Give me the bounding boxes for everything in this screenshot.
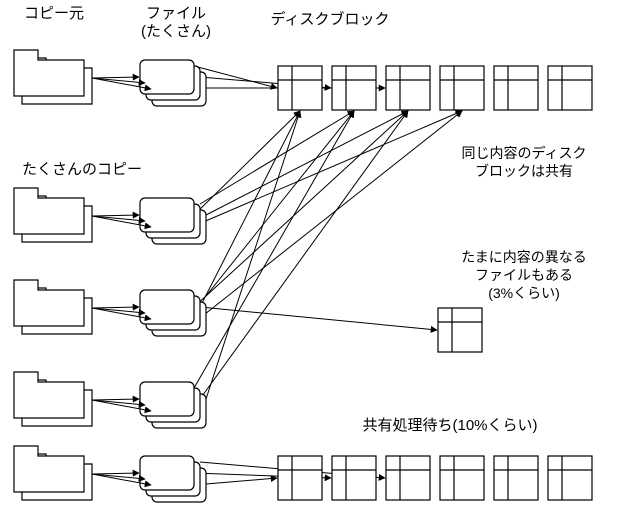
disk-block-icon [332, 456, 376, 500]
arrow [92, 216, 145, 221]
disk-block-icon [386, 66, 430, 110]
label-diff-line2: ファイルもある [475, 267, 573, 283]
arrow [92, 399, 139, 400]
label-shared-line2: ブロックは共有 [475, 163, 573, 179]
diagram-canvas: コピー元 ファイル (たくさん) ディスクブロック たくさんのコピー 同じ内容の… [0, 0, 631, 507]
disk-block-icon [332, 66, 376, 110]
folder-icon [14, 372, 84, 418]
folder-icon [14, 50, 84, 96]
arrow [200, 111, 462, 318]
disk-block-icon [494, 66, 538, 110]
label-shared-line1: 同じ内容のディスク [461, 145, 586, 161]
arrow [206, 111, 300, 399]
arrow [92, 400, 145, 405]
disk-block-icon [386, 456, 430, 500]
arrow [194, 111, 462, 226]
label-many-copies: たくさんのコピー [22, 161, 142, 178]
arrow [92, 307, 139, 308]
arrow [194, 111, 408, 307]
disk-block-icon [278, 66, 322, 110]
arrow [200, 111, 300, 307]
arrow [92, 78, 145, 83]
disk-block-icon [548, 66, 592, 110]
label-pending: 共有処理待ち(10%くらい) [362, 417, 537, 434]
arrow [92, 474, 145, 479]
disk-block-icon [548, 456, 592, 500]
arrow [92, 308, 145, 313]
arrow [206, 478, 277, 484]
arrow [206, 111, 408, 215]
disk-block-icon [440, 66, 484, 110]
disk-block-icon [278, 456, 322, 500]
arrows-front-layer [92, 77, 151, 485]
disk-block-icon [438, 308, 482, 352]
folder-icon [14, 188, 84, 234]
label-diff-line1: たまに内容の異なる [461, 249, 587, 265]
arrow [194, 111, 300, 215]
label-diff-line3: (3%くらい) [488, 285, 560, 301]
arrow [194, 111, 354, 388]
disk-block-icon [440, 456, 484, 500]
label-source: コピー元 [24, 5, 84, 22]
arrow [92, 215, 139, 216]
arrow [200, 307, 437, 330]
arrow [92, 77, 139, 78]
folder-icon [14, 446, 84, 492]
arrow [200, 111, 408, 399]
label-files-sub: (たくさん) [141, 23, 211, 40]
arrow [92, 473, 139, 474]
disk-block-icon [494, 456, 538, 500]
label-files: ファイル [146, 5, 206, 22]
label-disk-blocks: ディスクブロック [271, 10, 390, 28]
folder-icon [14, 280, 84, 326]
